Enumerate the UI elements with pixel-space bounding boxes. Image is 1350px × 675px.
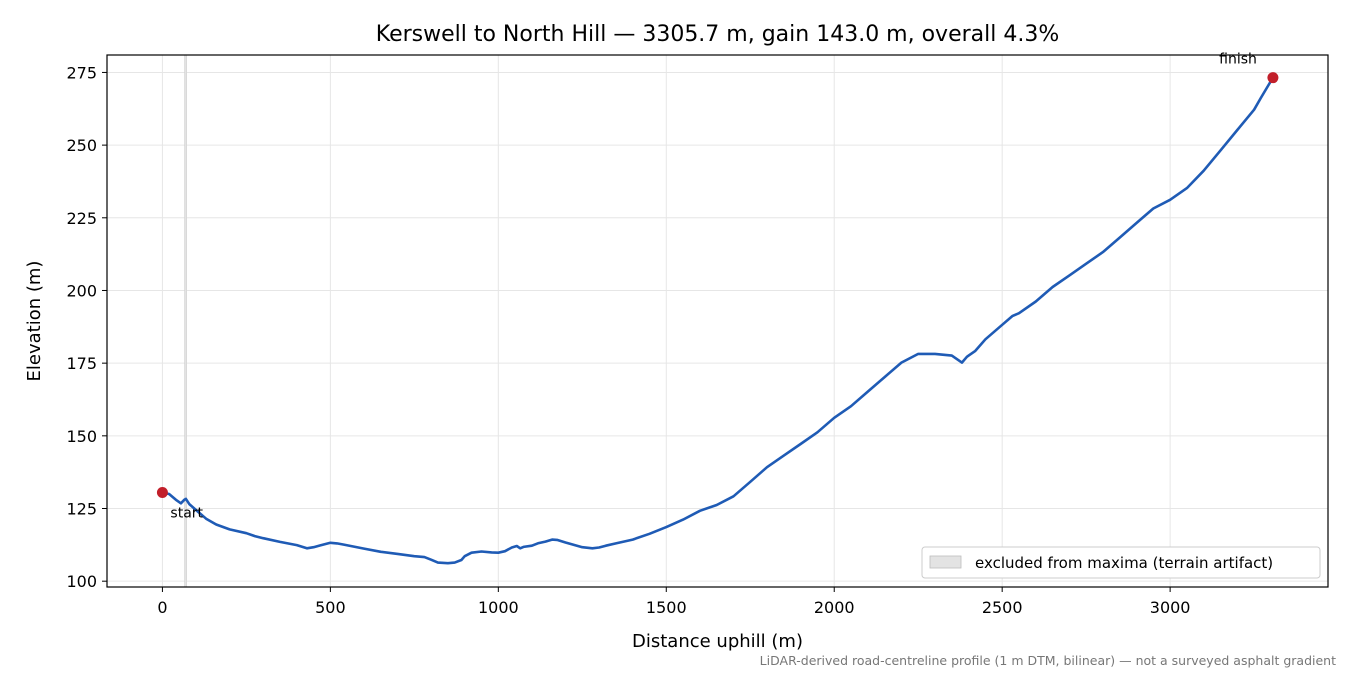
x-tick-label: 1000 [478,598,519,617]
y-axis-label: Elevation (m) [24,261,45,382]
elevation-line [161,76,1275,565]
start-marker [156,487,168,499]
chart-title: Kerswell to North Hill — 3305.7 m, gain … [376,22,1060,47]
y-tick-label: 150 [66,427,97,446]
legend-swatch [929,555,962,569]
marker-layer: start finish [156,52,1279,522]
y-tick-label: 200 [66,281,97,300]
series-layer [161,76,1275,565]
x-tick-label: 2000 [814,598,855,617]
legend-label: excluded from maxima (terrain artifact) [975,554,1273,572]
y-tick-label: 100 [66,572,97,591]
x-tick-label: 500 [315,598,346,617]
y-tick-label: 125 [66,500,97,519]
y-tick-label: 225 [66,209,97,228]
y-tick-label: 250 [66,136,97,155]
finish-marker [1267,72,1279,84]
legend: excluded from maxima (terrain artifact) [921,546,1321,579]
x-axis-label: Distance uphill (m) [632,631,803,652]
x-tick-label: 3000 [1150,598,1191,617]
x-tick-label: 1500 [646,598,687,617]
legend-box [921,546,1321,579]
x-tick-label: 0 [157,598,167,617]
plot-frame [106,54,1329,588]
y-tick-label: 175 [66,354,97,373]
tick-layer: 0 500 1000 1500 2000 2500 3000 100 125 150 175 200 2… [66,63,1190,617]
y-tick-label: 275 [66,63,97,82]
grid-lines [107,55,1328,587]
start-label: start [170,506,203,522]
x-tick-label: 2500 [982,598,1023,617]
finish-label: finish [1219,52,1257,68]
footnote: LiDAR-derived road-centreline profile (1… [760,653,1336,668]
